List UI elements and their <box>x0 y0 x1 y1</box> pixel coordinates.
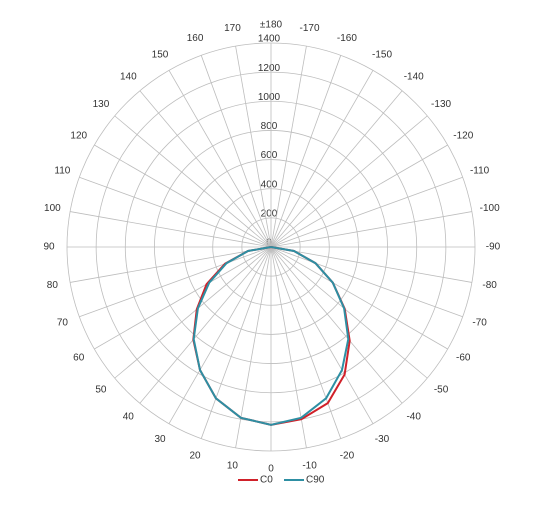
grid-spoke <box>200 55 272 248</box>
grid-spoke <box>79 176 272 248</box>
theta-tick-label: ±180 <box>260 20 283 31</box>
grid-spoke <box>270 55 342 248</box>
grid-spoke <box>94 144 272 248</box>
grid-spoke <box>270 246 472 283</box>
grid-spoke <box>94 246 272 350</box>
grid-spoke <box>70 211 272 248</box>
grid-spoke <box>114 115 272 248</box>
grid-spoke <box>70 246 272 283</box>
grid-spoke <box>235 46 272 248</box>
grid-spoke <box>79 246 272 318</box>
theta-tick-label: -70 <box>472 318 487 329</box>
theta-tick-label: 0 <box>268 464 274 475</box>
grid-spoke <box>200 246 272 439</box>
theta-tick-label: -90 <box>486 242 501 253</box>
grid-spoke <box>270 246 463 318</box>
theta-tick-label: 60 <box>73 353 85 364</box>
grid-spoke <box>270 90 403 248</box>
grid-spoke <box>270 246 374 424</box>
r-tick-label: 400 <box>261 179 278 190</box>
grid-spoke <box>270 246 428 379</box>
theta-tick-label: -110 <box>470 166 490 177</box>
theta-tick-label: 170 <box>224 23 241 34</box>
grid-spoke <box>114 246 272 379</box>
r-tick-label: 1200 <box>258 63 281 74</box>
theta-tick-label: 10 <box>227 460 239 471</box>
grid-spoke <box>270 246 342 439</box>
theta-tick-label: -130 <box>431 99 451 110</box>
r-tick-label: 1000 <box>258 92 281 103</box>
grid-spoke <box>270 70 374 248</box>
theta-tick-label: -120 <box>453 131 473 142</box>
theta-tick-label: 70 <box>57 318 69 329</box>
grid-spoke <box>139 90 272 248</box>
theta-tick-label: -20 <box>340 450 355 461</box>
r-tick-label: 1400 <box>258 34 281 45</box>
grid-spoke <box>168 246 272 424</box>
theta-tick-label: -60 <box>456 353 471 364</box>
theta-tick-label: 100 <box>44 203 61 214</box>
theta-tick-label: 130 <box>93 99 110 110</box>
grid-spoke <box>270 211 472 248</box>
theta-tick-label: -100 <box>480 203 500 214</box>
r-tick-label: 600 <box>261 150 278 161</box>
theta-tick-label: 140 <box>120 72 137 83</box>
theta-tick-label: 30 <box>154 434 166 445</box>
theta-tick-label: 160 <box>187 33 204 44</box>
r-tick-label: 800 <box>261 121 278 132</box>
theta-tick-label: 90 <box>43 242 55 253</box>
theta-tick-label: -40 <box>406 412 421 423</box>
theta-tick-label: -50 <box>434 384 449 395</box>
theta-tick-label: 80 <box>47 280 59 291</box>
series-line <box>192 246 350 426</box>
r-tick-label: 200 <box>261 208 278 219</box>
grid-spoke <box>270 246 307 448</box>
theta-tick-label: -10 <box>302 460 317 471</box>
grid-spoke <box>168 70 272 248</box>
grid-spoke <box>270 46 307 248</box>
theta-tick-label: 20 <box>190 450 202 461</box>
theta-tick-label: 40 <box>123 412 135 423</box>
theta-tick-label: 150 <box>152 49 169 60</box>
grid-spoke <box>270 176 463 248</box>
theta-tick-label: -160 <box>337 33 357 44</box>
grid-spoke <box>270 246 403 404</box>
grid-spoke <box>139 246 272 404</box>
grid-spoke <box>270 246 448 350</box>
theta-tick-label: -140 <box>404 72 424 83</box>
theta-tick-label: -30 <box>375 434 390 445</box>
theta-tick-label: 50 <box>95 384 107 395</box>
grid-spoke <box>270 144 448 248</box>
legend-label: C90 <box>306 475 325 486</box>
theta-tick-label: -80 <box>482 280 497 291</box>
theta-tick-label: 120 <box>70 131 87 142</box>
grid-spoke <box>270 115 428 248</box>
theta-tick-label: -170 <box>300 23 320 34</box>
grid-spoke <box>235 246 272 448</box>
theta-tick-label: -150 <box>372 49 392 60</box>
legend-label: C0 <box>260 475 273 486</box>
theta-tick-label: 110 <box>54 166 70 177</box>
